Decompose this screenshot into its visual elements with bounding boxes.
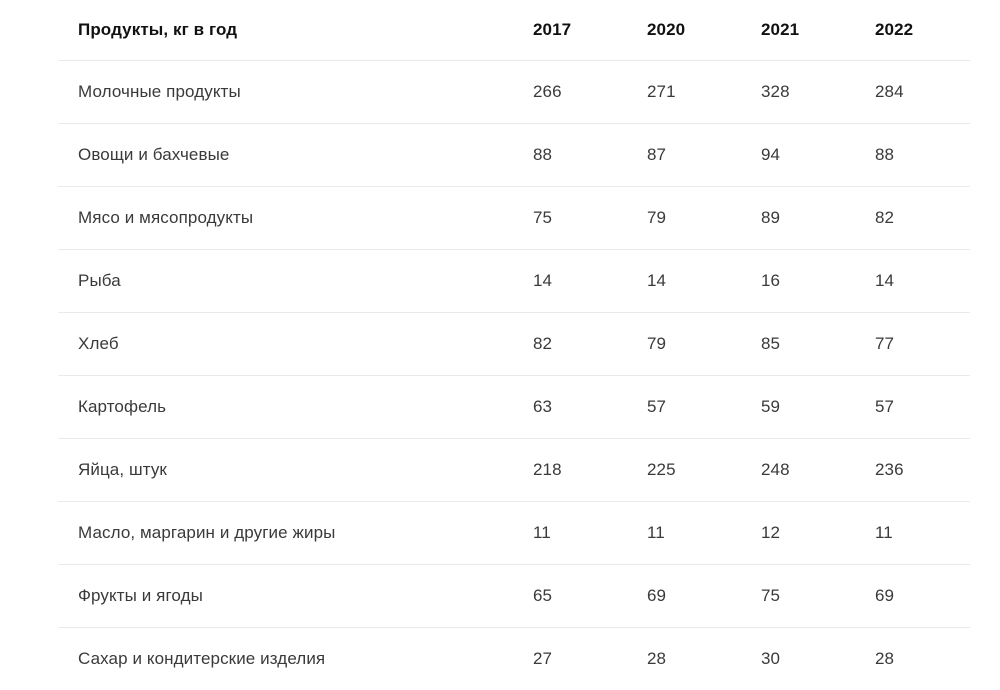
row-value-2017: 11: [533, 523, 551, 542]
row-value-2017: 75: [533, 208, 553, 227]
row-value-2022: 236: [875, 460, 904, 479]
row-label: Рыба: [78, 271, 121, 290]
row-value-2022: 77: [875, 334, 895, 353]
row-value-2021: 30: [761, 649, 781, 668]
row-value-2021: 89: [761, 208, 781, 227]
row-value-2017: 82: [533, 334, 553, 353]
row-label: Масло, маргарин и другие жиры: [78, 523, 336, 542]
table-row: Рыба 14 14 16 14: [58, 249, 970, 312]
table-row: Фрукты и ягоды 65 69 75 69: [58, 564, 970, 627]
row-label: Картофель: [78, 397, 167, 416]
row-value-2022: 28: [875, 649, 895, 668]
row-value-2022: 11: [875, 523, 893, 542]
row-value-2017: 27: [533, 649, 553, 668]
row-value-2022: 69: [875, 586, 895, 605]
row-value-2017: 88: [533, 145, 553, 164]
row-value-2020: 14: [647, 271, 667, 290]
row-value-2021: 12: [761, 523, 781, 542]
row-value-2021: 94: [761, 145, 781, 164]
row-value-2022: 14: [875, 271, 895, 290]
table-header-row: Продукты, кг в год 2017 2020 2021 2022: [58, 0, 970, 60]
row-value-2022: 57: [875, 397, 895, 416]
row-value-2022: 284: [875, 82, 904, 101]
row-label: Мясо и мясопродукты: [78, 208, 254, 227]
header-year-2022: 2022: [875, 20, 914, 39]
row-value-2020: 28: [647, 649, 667, 668]
row-value-2020: 225: [647, 460, 676, 479]
row-label: Молочные продукты: [78, 82, 241, 101]
table-row: Мясо и мясопродукты 75 79 89 82: [58, 186, 970, 249]
table-row: Яйца, штук 218 225 248 236: [58, 438, 970, 501]
row-value-2021: 85: [761, 334, 781, 353]
row-value-2021: 248: [761, 460, 790, 479]
row-value-2021: 75: [761, 586, 781, 605]
row-value-2017: 218: [533, 460, 562, 479]
row-value-2021: 328: [761, 82, 790, 101]
row-value-2022: 88: [875, 145, 895, 164]
header-year-2020: 2020: [647, 20, 686, 39]
row-value-2017: 63: [533, 397, 553, 416]
row-label: Хлеб: [78, 334, 119, 353]
table-row: Хлеб 82 79 85 77: [58, 312, 970, 375]
row-label: Фрукты и ягоды: [78, 586, 203, 605]
header-year-2017: 2017: [533, 20, 572, 39]
row-value-2021: 16: [761, 271, 781, 290]
row-label: Яйца, штук: [78, 460, 167, 479]
row-label: Овощи и бахчевые: [78, 145, 230, 164]
row-value-2020: 57: [647, 397, 667, 416]
row-label: Сахар и кондитерские изделия: [78, 649, 326, 668]
table-row: Сахар и кондитерские изделия 27 28 30 28: [58, 627, 970, 690]
row-value-2017: 14: [533, 271, 553, 290]
table-row: Овощи и бахчевые 88 87 94 88: [58, 123, 970, 186]
row-value-2020: 79: [647, 334, 667, 353]
table-row: Картофель 63 57 59 57: [58, 375, 970, 438]
row-value-2020: 87: [647, 145, 667, 164]
row-value-2017: 266: [533, 82, 562, 101]
row-value-2020: 271: [647, 82, 676, 101]
row-value-2020: 79: [647, 208, 667, 227]
consumption-table: Продукты, кг в год 2017 2020 2021 2022 М…: [58, 0, 970, 690]
header-year-2021: 2021: [761, 20, 800, 39]
row-value-2020: 11: [647, 523, 665, 542]
table-row: Масло, маргарин и другие жиры 11 11 12 1…: [58, 501, 970, 564]
row-value-2017: 65: [533, 586, 553, 605]
row-value-2022: 82: [875, 208, 895, 227]
table-row: Молочные продукты 266 271 328 284: [58, 60, 970, 123]
row-value-2021: 59: [761, 397, 781, 416]
row-value-2020: 69: [647, 586, 667, 605]
header-product-column: Продукты, кг в год: [78, 20, 238, 39]
